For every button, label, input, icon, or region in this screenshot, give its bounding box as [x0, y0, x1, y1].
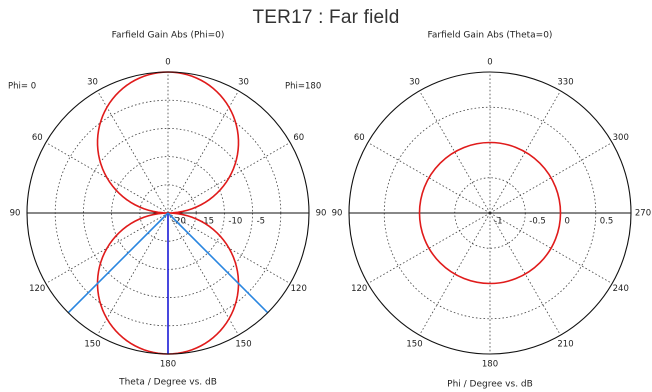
- grid-spoke: [489, 212, 561, 336]
- angle-tick-label: 0: [487, 58, 492, 68]
- angle-tick-label: 180: [160, 360, 176, 370]
- angle-tick-label: 150: [84, 339, 100, 349]
- page-title: TER17 : Far field: [252, 7, 400, 28]
- angle-tick-label: 270: [635, 209, 651, 219]
- axis-label: Theta / Degree vs. dB: [118, 378, 217, 388]
- grid-spoke: [167, 90, 239, 214]
- angle-tick-label: 30: [409, 78, 420, 88]
- grid-spoke: [419, 90, 491, 214]
- grid-spoke: [419, 212, 491, 336]
- grid-spoke: [167, 212, 239, 336]
- angle-tick-label: 30: [87, 78, 98, 88]
- ring-tick-label: -10: [228, 217, 242, 227]
- angle-tick-label: 120: [351, 284, 367, 294]
- gain-curve: [418, 141, 562, 285]
- grid-spoke: [45, 142, 169, 214]
- angle-tick-label: 90: [332, 209, 343, 219]
- angle-tick-label: 210: [557, 339, 573, 349]
- grid-spoke: [167, 212, 291, 284]
- angle-tick-label: 0: [165, 58, 170, 68]
- angle-tick-label: 180: [482, 360, 498, 370]
- ring-tick-label: 0: [565, 217, 570, 227]
- phi-label-left: Phi= 0: [8, 82, 36, 92]
- ring-tick-label: -1: [494, 217, 502, 227]
- grid-spoke: [367, 212, 491, 284]
- ring-tick-label: -0.5: [529, 217, 546, 227]
- ring-tick-label: -20: [172, 217, 186, 227]
- ring-tick-label: -15: [200, 217, 214, 227]
- polar-chart-phi0: Farfield Gain Abs (Phi=0) Theta / Degree …: [8, 31, 326, 388]
- chart-title: Farfield Gain Abs (Theta=0): [428, 31, 553, 41]
- angle-tick-label: 120: [29, 284, 45, 294]
- axis-label: Phi / Degree vs. dB: [447, 380, 533, 390]
- grid-spoke: [167, 142, 291, 214]
- grid-spoke: [489, 212, 613, 284]
- ring-tick-label: -5: [257, 217, 265, 227]
- outer-circle: [348, 71, 632, 355]
- polar-chart-theta0: Farfield Gain Abs (Theta=0) Phi / Degree …: [332, 31, 652, 390]
- angle-tick-label: 330: [557, 78, 573, 88]
- grid-spoke: [489, 142, 613, 214]
- angle-tick-label: 120: [291, 284, 307, 294]
- angle-tick-label: 150: [406, 339, 422, 349]
- angle-tick-label: 60: [293, 133, 304, 143]
- phi-label-right: Phi=180: [285, 82, 321, 92]
- angle-tick-label: 60: [32, 133, 43, 143]
- angle-tick-label: 60: [354, 133, 365, 143]
- grid-spoke: [367, 142, 491, 214]
- ring-tick-label: 0.5: [600, 217, 614, 227]
- angle-tick-label: 90: [316, 209, 327, 219]
- angle-tick-label: 240: [613, 284, 629, 294]
- beamwidth-marker: [167, 212, 269, 314]
- outer-circle: [26, 71, 310, 355]
- angle-tick-label: 90: [10, 209, 21, 219]
- grid-spoke: [97, 212, 169, 336]
- angle-tick-label: 150: [235, 339, 251, 349]
- angle-tick-label: 300: [613, 133, 629, 143]
- angle-tick-label: 30: [238, 78, 249, 88]
- beamwidth-marker: [67, 212, 169, 314]
- chart-title: Farfield Gain Abs (Phi=0): [112, 31, 225, 41]
- grid-spoke: [489, 90, 561, 214]
- grid-spoke: [97, 90, 169, 214]
- grid-spoke: [45, 212, 169, 284]
